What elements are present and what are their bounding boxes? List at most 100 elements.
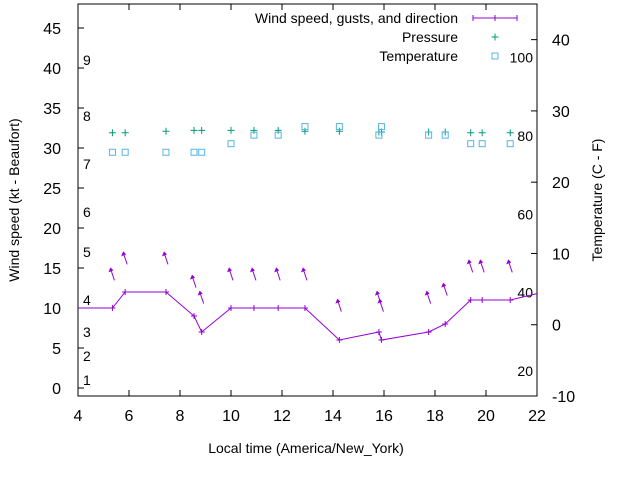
beaufort-label: 1 [83,372,91,388]
temperature-point [335,123,343,131]
wind-direction-arrow [108,267,115,281]
wind-arrow-head [466,259,472,265]
beaufort-label: 4 [83,292,91,308]
y-left-tick-label: 30 [43,141,61,158]
wind-arrow-head [197,290,203,296]
legend-label: Wind speed, gusts, and direction [255,10,458,26]
beaufort-label: 5 [83,244,91,260]
y-left-tick-label: 10 [43,301,61,318]
wind-speed-point [109,305,116,311]
wind-speed-line [78,291,538,341]
wind-speed-point [198,329,205,335]
y-left-tick-label: 40 [43,61,61,78]
pressure-point [301,127,309,135]
pressure-point [121,129,129,137]
temperature-point [162,148,170,156]
x-tick-label: 14 [324,408,342,425]
wind-arrow-head [108,267,114,273]
pressure-point [467,129,475,137]
y-axis-right: -10 0 10 20 30 40 [531,33,575,406]
wind-direction-arrow [227,267,234,281]
legend: Wind speed, gusts, and direction Pressure… [255,10,518,64]
y-right-tick-label: 20 [552,175,570,192]
beaufort-label: 9 [83,52,91,68]
pressure-point [250,126,258,134]
x-tick-label: 6 [125,408,134,425]
wind-arrow-head [161,251,167,257]
pressure-point [335,127,343,135]
y-left-tick-label: 45 [43,21,61,38]
temperature-point [121,148,129,156]
y-right-tick-label: 0 [552,318,561,335]
wind-arrow-head [424,290,430,296]
wind-direction-arrow [274,267,281,281]
pressure-point [227,126,235,134]
plot-border [77,3,538,397]
temperature-point [108,148,116,156]
wind-direction-arrow [190,274,197,288]
wind-arrow-head [374,290,380,296]
temperature-point [425,131,433,139]
x-tick-label: 18 [426,408,444,425]
beaufort-label: 2 [83,348,91,364]
wind-direction-arrow [478,259,485,273]
pressure-point [108,129,116,137]
x-tick-label: 4 [74,408,83,425]
series-layer [78,123,538,343]
pressure-point [478,129,486,137]
beaufort-label: 6 [83,204,91,220]
temperature-point [506,140,514,148]
legend-temperature-marker [491,52,499,60]
wind-arrow-head [249,267,255,273]
wind-direction-arrow [300,267,308,281]
temperature-point [467,140,475,148]
fahrenheit-label: 60 [517,206,533,222]
wind-direction-arrow [424,290,432,304]
y-left-tick-label: 15 [43,261,61,278]
pressure-point [198,126,206,134]
temperature-point [227,140,235,148]
legend-pressure-marker [491,33,499,41]
legend-label: Temperature [379,48,458,64]
temperature-point [250,131,258,139]
pressure-point [190,126,198,134]
y-left-tick-label: 25 [43,181,61,198]
y-right-tick-label: 10 [552,246,570,263]
pressure-point [274,126,282,134]
wind-direction-arrow [506,259,513,273]
wind-speed-point [378,337,385,343]
fahrenheit-label: 100 [510,49,534,65]
wind-arrow-head [377,298,383,304]
beaufort-label: 7 [83,156,91,172]
fahrenheit-label: 40 [517,285,533,301]
x-axis-title: Local time (America/New_York) [208,440,404,456]
wind-speed-point [336,337,343,343]
wind-speed-point [191,313,198,319]
y-right-tick-label: -10 [552,389,575,406]
y-right-tick-label: 40 [552,33,570,50]
wind-arrow-head [478,259,484,265]
legend-label: Pressure [402,29,458,45]
wind-speed-point [442,321,449,327]
wind-arrow-head [506,259,512,265]
wind-speed-point [301,305,308,311]
wind-direction-arrow [441,282,448,296]
x-tick-label: 10 [222,408,240,425]
wind-arrow-head [190,274,196,280]
wind-speed-point [275,305,282,311]
wind-direction-arrow [121,251,128,265]
wind-direction-arrow [335,298,342,312]
fahrenheit-label: 80 [517,128,533,144]
wind-speed-point [425,329,432,335]
wind-arrow-head [441,282,447,288]
y-left-tick-label: 0 [52,381,61,398]
y-axis-right-title: Temperature (C - F) [589,139,605,262]
wind-direction-arrow [466,259,474,273]
y-right-tick-label: 30 [552,104,570,121]
temperature-point [190,148,198,156]
y-left-tick-label: 5 [52,341,61,358]
fahrenheit-label: 20 [517,363,533,379]
temperature-point [301,123,309,131]
x-tick-label: 8 [176,408,185,425]
